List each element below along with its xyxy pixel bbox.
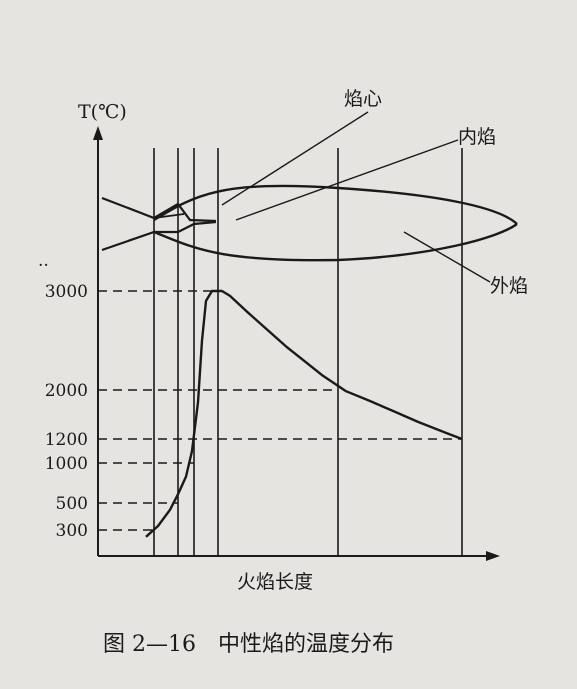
y-axis-label: T(℃) bbox=[78, 101, 127, 123]
y-axis-arrow bbox=[93, 126, 103, 140]
flame-core-bottom bbox=[101, 220, 217, 252]
x-axis-arrow bbox=[486, 551, 500, 561]
y-tick-label: 1000 bbox=[45, 454, 88, 474]
x-axis-label: 火焰长度 bbox=[237, 571, 313, 593]
zone-label-outer: 外焰 bbox=[490, 275, 528, 297]
y-tick-label: 3000 bbox=[45, 282, 88, 302]
zone-label-core: 焰心 bbox=[344, 88, 382, 110]
y-tick-label: 2000 bbox=[45, 381, 88, 401]
figure-caption: 图 2—16 中性焰的温度分布 bbox=[103, 632, 394, 657]
chart-axes: 3000 2000 1200 1000 500 300 bbox=[45, 126, 500, 561]
ellipsis-mark: .. bbox=[38, 251, 49, 271]
y-tick-label: 300 bbox=[56, 521, 88, 541]
zone-label-inner: 内焰 bbox=[458, 126, 496, 148]
leader-outer bbox=[403, 231, 491, 283]
leader-core bbox=[221, 111, 369, 206]
temperature-curve bbox=[145, 289, 463, 538]
leader-inner bbox=[235, 139, 459, 221]
chart-marks bbox=[98, 289, 463, 538]
flame-diagram bbox=[101, 111, 518, 283]
y-tick-label: 1200 bbox=[45, 430, 88, 450]
y-tick-label: 500 bbox=[56, 494, 88, 514]
